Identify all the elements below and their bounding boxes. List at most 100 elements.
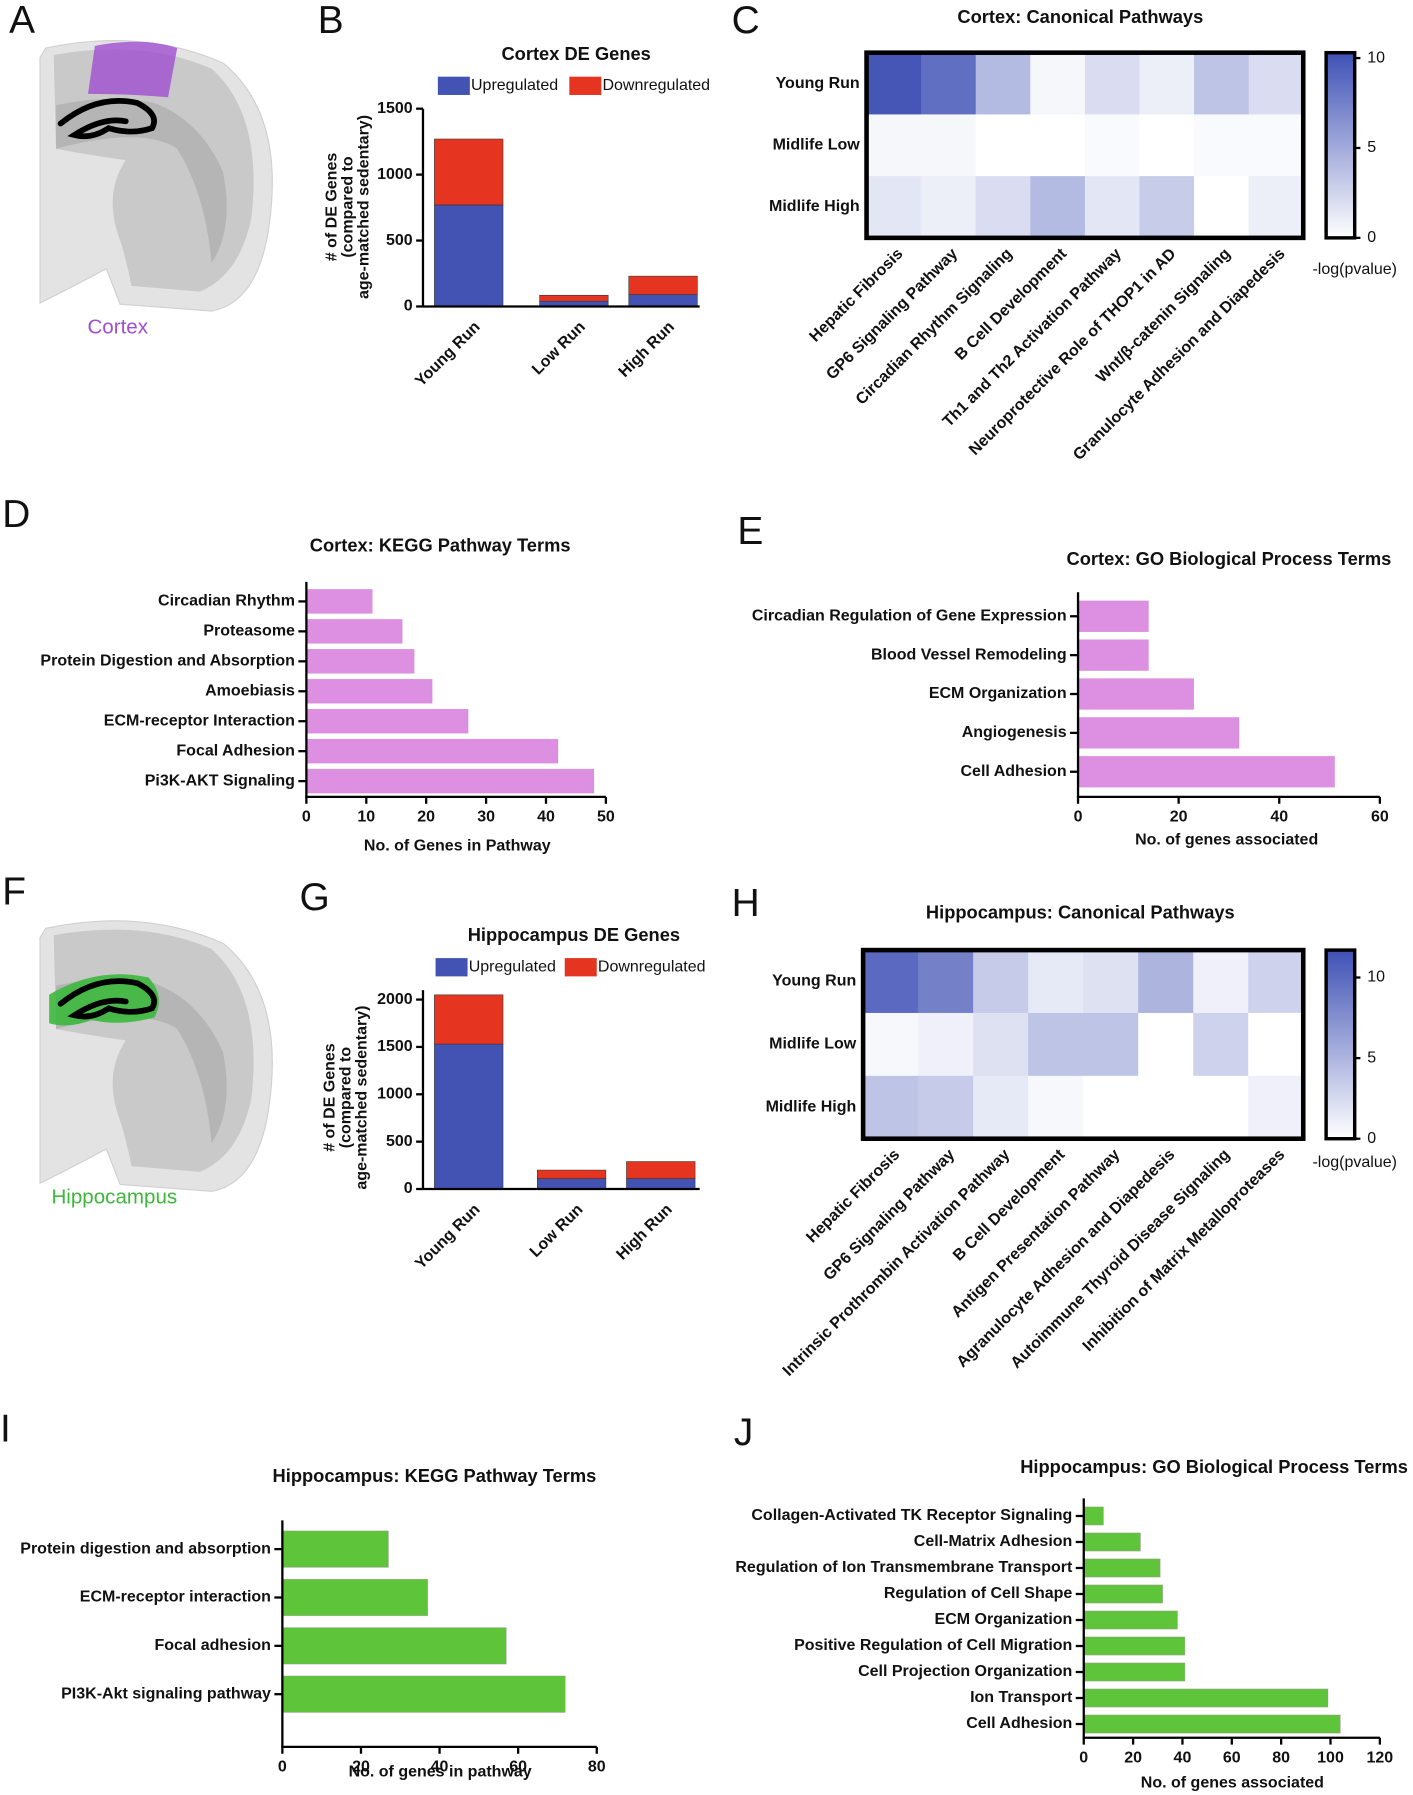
y-tick-label: ECM-receptor Interaction [104,712,295,729]
y-tick-label: 2000 [377,991,413,1008]
heatmap-cell [1083,950,1139,1014]
heatmap-cell [973,1012,1029,1077]
legend-label: Upregulated [469,958,556,975]
panel-letter: C [732,0,760,42]
heatmap-cell [1083,1075,1139,1140]
bar [282,1627,507,1665]
chart-title: Cortex: KEGG Pathway Terms [310,534,571,555]
colorbar-tick-label: 10 [1367,49,1385,66]
heatmap-cell [973,1075,1029,1140]
y-tick-label: 1000 [377,1086,413,1103]
row-label: Midlife Low [773,136,861,153]
heatmap-cell [863,1075,919,1140]
x-tick-label: 60 [509,1759,527,1776]
heatmap-cell [918,950,974,1014]
bar-segment [628,294,698,307]
heatmap-cell [863,1012,919,1077]
chart-title: Cortex: Canonical Pathways [957,6,1203,27]
x-tick-label: Young Run [412,1201,484,1273]
heatmap-cell [863,950,919,1014]
chart-title: Hippocampus: GO Biological Process Terms [1020,1456,1408,1477]
y-tick-label: Blood Vessel Remodeling [871,646,1067,663]
row-label: Young Run [776,75,860,92]
column-label: Hepatic Fibrosis [803,1146,903,1246]
colorbar-tick-label: 0 [1367,229,1376,246]
y-tick-label: 1500 [377,100,413,117]
bar [1083,1506,1104,1526]
row-label: Midlife High [766,1098,857,1115]
x-axis-label: No. of genes associated [1141,1775,1324,1792]
bar [306,768,595,794]
heatmap-cell [975,176,1031,239]
x-axis-label: No. of genes in pathway [349,1763,532,1780]
row-label: Midlife High [769,198,860,215]
heatmap-cell [1138,1012,1194,1077]
x-tick-label: Low Run [527,1201,587,1261]
heatmap-frame [864,50,1306,241]
y-axis-label-line: # of DE Genes [322,1043,339,1152]
legend-swatch [569,76,602,95]
bar-segment [434,1043,504,1190]
colorbar-tick-label: 5 [1367,1049,1376,1066]
y-tick-label: ECM Organization [929,685,1067,702]
region-label: Cortex [87,316,148,339]
heatmap-cell [1248,1012,1304,1077]
legend-label: Downregulated [602,77,710,94]
heatmap-cell [1248,52,1304,115]
y-axis-label: # of DE Genes(compared toage-matched sed… [324,115,373,299]
bar [1083,1714,1341,1734]
hippocampus-outline [57,978,157,1020]
bar [1083,1532,1141,1552]
x-tick-label: 10 [357,809,375,826]
heatmap-cell [973,950,1029,1014]
chart-title: Hippocampus DE Genes [468,924,680,945]
x-tick-label: 120 [1366,1750,1393,1767]
y-axis-label-line: age-matched sedentary) [354,1006,371,1190]
heatmap-cell [1084,176,1141,239]
x-axis-label: No. of Genes in Pathway [364,837,551,854]
colorbar-tick-label: 10 [1367,969,1385,986]
bar [1083,1662,1186,1682]
heatmap-cell [1193,950,1249,1014]
heatmap-cell [921,176,977,239]
heatmap-cell [1248,1075,1304,1140]
x-axis-label: No. of genes associated [1135,832,1318,849]
panel-letter: H [732,882,760,925]
x-tick-label: 40 [1270,809,1288,826]
colorbar [1324,948,1357,1141]
x-tick-label: 80 [1272,1750,1290,1767]
heatmap-cell [1030,114,1086,177]
region-label: Hippocampus [51,1186,177,1209]
heatmap-cell [1030,176,1086,239]
heatmap-cell [1248,950,1304,1014]
x-tick-label: High Run [616,319,678,381]
bar [1083,1636,1186,1656]
heatmap-cell [1193,1075,1249,1140]
panel-letter: J [734,1411,753,1454]
y-tick-label: Focal adhesion [154,1637,270,1654]
bar-segment [434,994,504,1045]
brain-illustration [39,39,273,312]
bar-segment [539,294,609,302]
y-tick-label: PI3K-Akt signaling pathway [61,1685,271,1702]
highlight-region [88,41,178,98]
heatmap-cell [1030,52,1086,115]
bar [1077,600,1149,632]
y-tick-label: ECM-receptor interaction [80,1589,271,1606]
heatmap-cell [1139,176,1195,239]
row-label: Young Run [772,973,856,990]
y-tick-label: ECM Organization [935,1611,1073,1628]
y-tick-label: Angiogenesis [962,724,1067,741]
bar [1077,678,1195,710]
heatmap-cell [1028,1075,1084,1140]
y-tick-label: Cell Adhesion [966,1715,1072,1732]
legend-label: Upregulated [471,77,558,94]
heatmap-cell [1083,1012,1139,1077]
heatmap-cell [1028,1012,1084,1077]
bar [1083,1688,1329,1708]
heatmap-cell [1193,1012,1249,1077]
colorbar-tick-label: 5 [1367,139,1376,156]
heatmap-cell [1084,52,1141,115]
heatmap-cell [1028,950,1084,1014]
bar [1077,639,1149,671]
